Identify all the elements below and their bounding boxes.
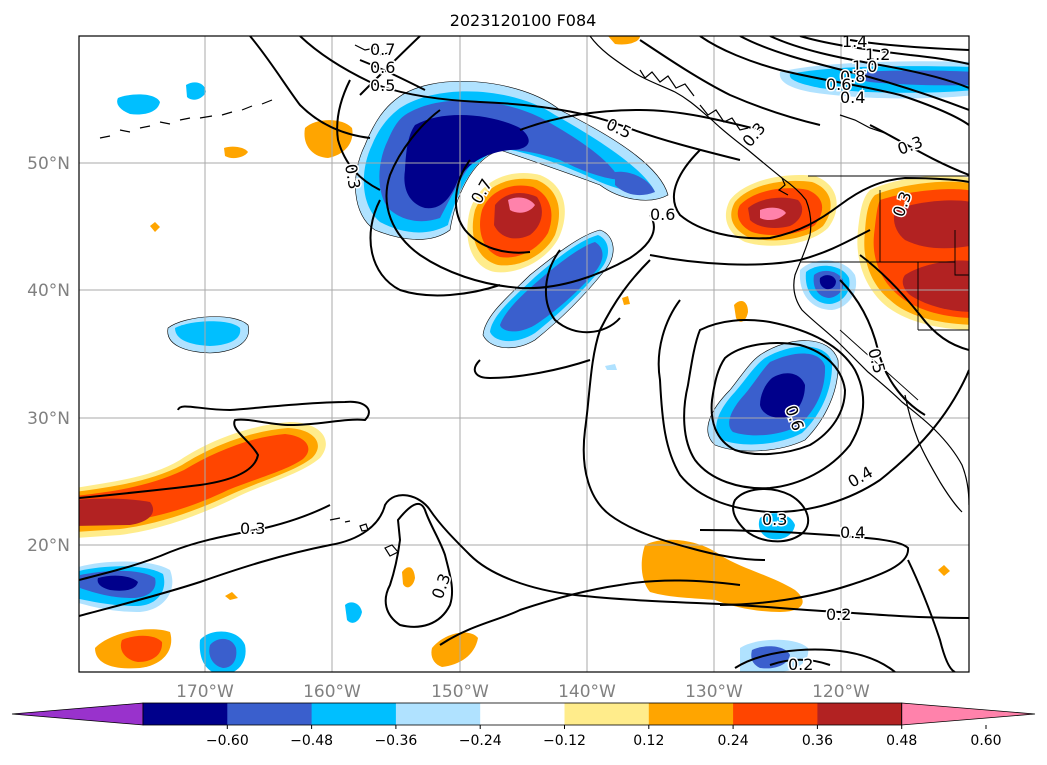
colorbar-extend-high: [901, 702, 1036, 726]
contour-label: 0.3: [762, 510, 787, 529]
positive-anomaly-area: [225, 592, 238, 600]
lon-label: 130°W: [685, 682, 743, 702]
positive-anomaly-area: [938, 565, 950, 576]
colorbar-label: 0.36: [802, 733, 833, 749]
negative-anomaly-area: [819, 275, 836, 290]
contour-lines: [79, 36, 969, 672]
latitude-labels: 50°N 40°N 30°N 20°N: [27, 154, 70, 556]
contour-label: 0.7: [370, 40, 395, 59]
lat-label: 20°N: [27, 536, 70, 556]
contour-label: 0.3: [895, 132, 925, 159]
contour-label: 0.6: [826, 75, 851, 94]
colorbar-segment: [395, 703, 481, 725]
positive-anomaly-area: [893, 200, 969, 249]
positive-anomaly-area: [641, 539, 803, 612]
colorbar-frame: [142, 702, 903, 726]
positive-anomaly-area: [120, 635, 163, 662]
map-area: [79, 36, 969, 672]
positive-anomaly-area: [902, 260, 969, 312]
colorbar-label: 0.48: [886, 733, 917, 749]
positive-anomaly-area: [402, 567, 415, 588]
colorbar-label: −0.60: [206, 733, 249, 749]
negative-anomaly-area: [345, 602, 362, 623]
contour-label: 0.6: [650, 205, 675, 224]
colorbar: −0.60 −0.48 −0.36 −0.24 −0.12 0.12 0.24 0.36 0.4…: [11, 702, 1036, 749]
contour-label: 0.8: [840, 67, 865, 86]
colorbar-label: 0.12: [633, 733, 664, 749]
positive-anomaly-area: [224, 146, 248, 159]
negative-anomaly-area: [209, 638, 237, 668]
graticule: [79, 36, 969, 672]
colorbar-segment: [480, 703, 565, 725]
negative-anomaly-area: [175, 321, 241, 346]
lon-label: 120°W: [812, 682, 870, 702]
negative-anomaly-area: [605, 364, 617, 370]
positive-anomaly-area: [622, 296, 630, 305]
negative-anomaly-area: [117, 94, 160, 115]
colorbar-label: 0.60: [970, 733, 1001, 749]
colorbar-segment: [648, 703, 734, 725]
map-frame: [78, 35, 970, 673]
lon-label: 160°W: [303, 682, 361, 702]
contour-label: 0.3: [240, 519, 265, 538]
positive-anomaly-area: [508, 197, 535, 213]
lat-label: 30°N: [27, 409, 70, 429]
state-borders: [800, 175, 969, 401]
contour-label: 0.5: [370, 76, 395, 95]
lon-label: 150°W: [431, 682, 489, 702]
longitude-labels: 170°W 160°W 150°W 140°W 130°W 120°W: [176, 682, 870, 702]
colorbar-label: −0.36: [374, 733, 417, 749]
positive-anomaly-area: [79, 498, 154, 526]
contour-label: 1.2: [865, 45, 890, 64]
positive-anomaly-area: [734, 300, 748, 322]
colorbar-label: −0.24: [459, 733, 502, 749]
contour-label: 0.4: [845, 462, 877, 491]
lon-label: 170°W: [176, 682, 234, 702]
colorbar-segment: [143, 703, 228, 725]
lon-label: 140°W: [558, 682, 616, 702]
positive-anomaly-area: [431, 632, 478, 667]
map-title: 2023120100 F084: [450, 11, 597, 30]
negative-anomaly-area: [186, 82, 206, 100]
negative-anomaly-area: [404, 114, 529, 209]
contour-label: 0.2: [826, 605, 851, 624]
contour-label: 0.4: [840, 523, 865, 542]
contour-label: 0.3: [341, 162, 364, 190]
negative-anomaly-area: [760, 373, 805, 418]
contour-label: 0.6: [370, 58, 395, 77]
contour-label: 0.4: [840, 88, 865, 107]
negative-anomaly-area: [615, 171, 655, 196]
colorbar-extend-low: [11, 702, 144, 726]
coastlines: [99, 36, 969, 557]
colorbar-label: −0.12: [543, 733, 586, 749]
colorbar-segment: [733, 703, 818, 725]
colorbar-segment: [227, 703, 313, 725]
colorbar-segment: [311, 703, 397, 725]
shaded-anomaly-field: [79, 36, 969, 672]
colorbar-label: 0.24: [718, 733, 749, 749]
colorbar-segment: [564, 703, 650, 725]
colorbar-segment: [817, 703, 903, 725]
contour-label: 0.2: [788, 655, 813, 674]
positive-anomaly-area: [760, 207, 786, 221]
positive-anomaly-area: [608, 36, 640, 45]
lat-label: 50°N: [27, 154, 70, 174]
contour-label: 1.0: [852, 57, 877, 76]
colorbar-label: −0.48: [290, 733, 333, 749]
negative-anomaly-area: [97, 575, 138, 591]
positive-anomaly-area: [150, 222, 160, 232]
lat-label: 40°N: [27, 281, 70, 301]
contour-label: 1.4: [842, 32, 867, 51]
